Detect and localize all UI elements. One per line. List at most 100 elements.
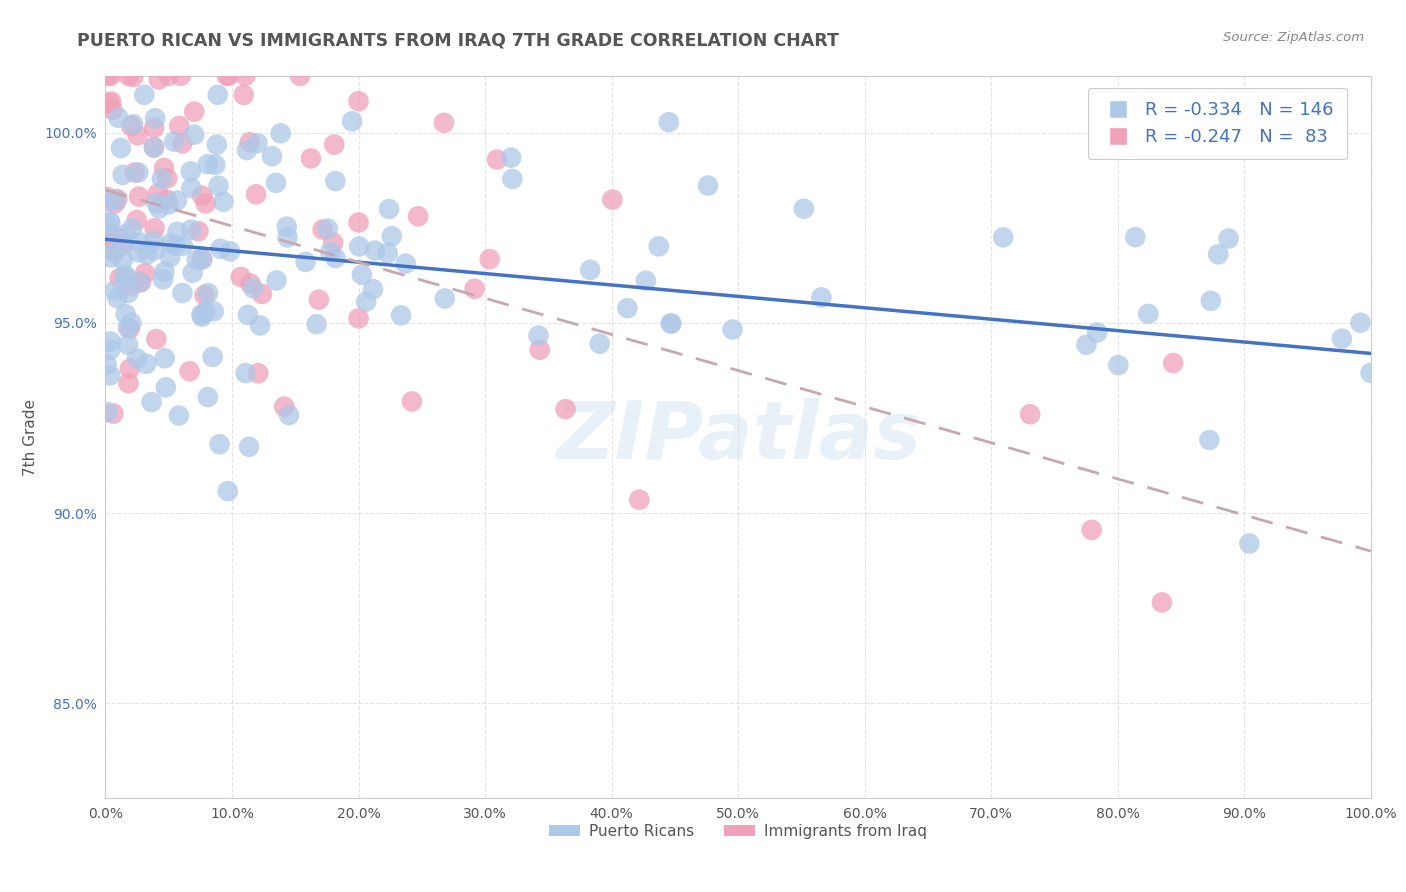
Point [260,149,283,163]
Point [193,288,215,302]
Point [114,307,136,321]
Point [98,343,121,357]
Point [101,235,124,249]
Point [191,252,214,266]
Point [122,70,145,84]
Point [136,247,159,261]
Point [194,305,217,319]
Point [316,221,339,235]
Point [194,196,217,211]
Point [111,239,134,253]
Point [156,193,179,207]
Point [648,239,671,253]
Point [395,256,418,270]
Point [180,164,202,178]
Point [242,281,264,295]
Point [170,69,193,83]
Point [579,263,602,277]
Point [191,310,214,324]
Point [97,228,120,243]
Point [207,178,229,193]
Point [378,202,401,216]
Point [266,273,288,287]
Point [1107,358,1129,372]
Point [485,153,508,167]
Point [589,336,612,351]
Point [205,137,228,152]
Point [125,213,148,227]
Point [115,227,138,241]
Point [245,187,267,202]
Point [152,272,174,286]
Point [236,308,259,322]
Point [212,194,235,209]
Point [98,368,121,383]
Point [276,230,298,244]
Point [179,364,201,378]
Point [197,390,219,404]
Point [167,119,190,133]
Point [661,317,683,331]
Point [354,294,377,309]
Point [127,165,149,179]
Point [103,244,125,259]
Point [153,265,176,279]
Point [107,291,129,305]
Point [347,311,370,326]
Point [117,337,139,351]
Point [190,307,212,321]
Point [96,405,118,419]
Point [527,328,550,343]
Point [135,357,157,371]
Point [218,69,240,83]
Point [134,87,156,102]
Point [319,245,342,260]
Point [501,172,523,186]
Point [100,69,122,83]
Point [246,136,269,151]
Point [163,135,186,149]
Point [215,69,238,83]
Point [1206,247,1229,261]
Point [120,119,142,133]
Point [340,114,363,128]
Point [134,266,156,280]
Point [1199,293,1222,308]
Point [148,202,170,216]
Point [180,181,202,195]
Point [186,252,208,267]
Point [145,196,167,211]
Point [127,128,149,143]
Point [100,334,122,349]
Point [697,178,720,193]
Point [117,376,139,391]
Point [100,95,122,109]
Point [146,186,169,201]
Point [299,152,322,166]
Point [118,322,141,336]
Point [554,402,576,417]
Point [1080,523,1102,537]
Point [658,115,681,129]
Point [166,225,188,239]
Point [1085,326,1108,340]
Point [239,136,262,150]
Point [793,202,815,216]
Point [128,189,150,203]
Point [155,380,177,394]
Point [308,293,330,307]
Text: PUERTO RICAN VS IMMIGRANTS FROM IRAQ 7TH GRADE CORRELATION CHART: PUERTO RICAN VS IMMIGRANTS FROM IRAQ 7TH… [77,31,839,49]
Point [124,165,146,179]
Point [115,270,138,285]
Point [350,268,373,282]
Point [143,244,166,258]
Point [129,235,152,250]
Point [118,69,141,83]
Point [1360,366,1382,380]
Point [165,238,187,252]
Point [121,221,143,235]
Point [628,492,651,507]
Point [105,192,128,206]
Point [347,215,370,229]
Point [347,239,370,253]
